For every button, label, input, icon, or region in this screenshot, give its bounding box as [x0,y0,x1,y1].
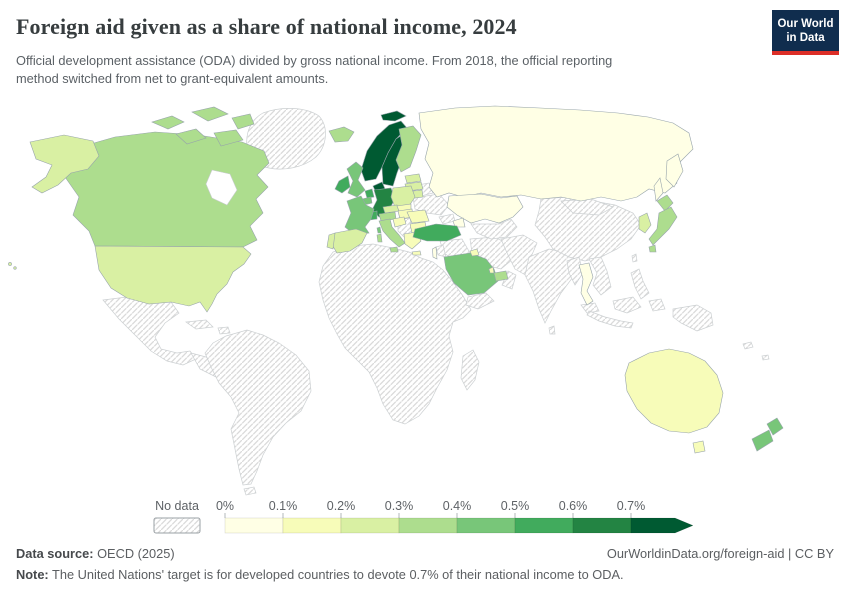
map-country-japan[interactable] [648,194,678,253]
hudson-bay [205,169,238,206]
map-region-myanmar-nodata[interactable] [566,256,584,286]
map-region-caucasus-nodata[interactable] [438,213,456,225]
map-region-new-guinea-nodata[interactable] [672,304,714,332]
legend-tick-label: 0.3% [385,499,414,513]
map-country-united-kingdom[interactable] [346,161,366,198]
map-region-mexico-nodata[interactable] [102,296,197,366]
footer-link[interactable]: OurWorldinData.org/foreign-aid | CC BY [606,546,834,561]
legend-bin-swatch[interactable] [282,517,342,534]
map-country-canada[interactable] [64,106,270,248]
map-region-malaysia-nodata[interactable] [580,302,600,314]
footer-source-row: Data source: OECD (2025) OurWorldinData.… [16,546,834,561]
map-country-south-korea[interactable] [638,212,652,234]
note-label: Note: [16,567,49,582]
map-country-russia[interactable] [418,105,694,202]
map-country-iceland[interactable] [328,126,355,143]
legend-tick-label: 0.7% [617,499,646,513]
legend-bin-swatch[interactable] [224,517,284,534]
map-region-africa-nodata[interactable] [318,243,472,425]
legend-tick-label: 0.4% [443,499,472,513]
map-country-azerbaijan[interactable] [452,217,466,228]
map-region-central-asia-nodata[interactable] [470,218,518,240]
legend-no-data-label: No data [155,499,199,513]
map-region-indochina-nodata[interactable] [588,256,612,296]
map-region-sumatra-java-nodata[interactable] [586,310,634,329]
source-value: OECD (2025) [97,546,175,561]
map-region-pacific-island-2-nodata[interactable] [761,354,770,361]
map-region-borneo-nodata[interactable] [612,296,642,314]
map-country-thailand[interactable] [578,262,594,306]
map-country-portugal[interactable] [326,232,336,250]
map-legend: No data 0% 0.1% 0.2% 0.3% 0.4% 0.5% 0.6% 0.7% [153,499,694,534]
legend-tick-label: 0.1% [269,499,298,513]
legend-bin-swatch[interactable] [340,517,400,534]
map-country-united-arab-emirates[interactable] [493,270,509,282]
map-region-yemen-nodata[interactable] [465,292,495,310]
owid-logo-text: Our World in Data [777,18,834,45]
subtitle-line-1: Official development assistance (ODA) di… [16,53,613,68]
legend-tick-label: 0.6% [559,499,588,513]
map-country-new-zealand[interactable] [751,417,784,452]
map-region-madagascar-nodata[interactable] [460,349,480,391]
map-region-cuba-nodata[interactable] [185,319,214,330]
map-region-greenland-nodata[interactable] [246,108,326,170]
legend-bin-swatch[interactable] [630,517,694,534]
legend-bin-swatch[interactable] [514,517,574,534]
data-regions [8,105,784,454]
page-subtitle: Official development assistance (ODA) di… [16,52,736,88]
owid-logo-stripe [772,51,839,56]
legend-tick-label: 0.5% [501,499,530,513]
page-title: Foreign aid given as a share of national… [16,14,517,39]
map-region-sulawesi-nodata[interactable] [648,298,666,312]
legend-no-data-swatch[interactable] [153,517,201,534]
legend-bin-swatch[interactable] [398,517,458,534]
note-value: The United Nations' target is for develo… [52,567,624,582]
map-country-finland[interactable] [395,125,422,173]
map-country-turkey[interactable] [412,223,462,242]
map-country-australia[interactable] [624,348,724,454]
map-country-united-states[interactable] [8,134,252,313]
map-region-taiwan-nodata[interactable] [631,253,638,263]
map-country-saudi-arabia[interactable] [443,252,499,296]
map-country-france[interactable] [344,195,382,236]
legend-bin-swatch[interactable] [456,517,516,534]
map-country-poland[interactable] [390,185,416,208]
map-region-sri-lanka-nodata[interactable] [548,325,556,335]
map-country-israel[interactable] [432,246,438,260]
legend-bin-swatch[interactable] [572,517,632,534]
owid-logo[interactable]: Our World in Data [772,10,839,56]
map-country-kuwait[interactable] [469,248,480,257]
map-country-romania[interactable] [406,209,430,224]
legend-tick-label: 0% [216,499,234,513]
map-country-netherlands[interactable] [364,188,375,199]
footer-note-row: Note: The United Nations' target is for … [16,567,834,582]
legend-bins: 0% 0.1% 0.2% 0.3% 0.4% 0.5% 0.6% 0.7% [216,499,694,534]
map-country-kazakhstan[interactable] [446,193,524,224]
subtitle-line-2: method switched from net to grant-equiva… [16,71,329,87]
map-region-oman-nodata[interactable] [501,270,517,290]
map-region-philippines-nodata[interactable] [630,268,650,300]
map-country-estonia[interactable] [404,173,422,184]
map-region-pacific-island-nodata[interactable] [742,341,754,350]
no-data-regions [102,108,770,496]
source-label: Data source: [16,546,94,561]
map-region-china-nodata[interactable] [534,196,642,262]
map-country-ireland[interactable] [334,175,351,194]
map-region-south-america-nodata[interactable] [204,329,312,486]
legend-tick-label: 0.2% [327,499,356,513]
map-country-croatia[interactable] [392,216,407,228]
map-region-tierra-del-fuego-nodata[interactable] [243,486,257,496]
map-region-hispaniola-nodata[interactable] [217,326,231,335]
